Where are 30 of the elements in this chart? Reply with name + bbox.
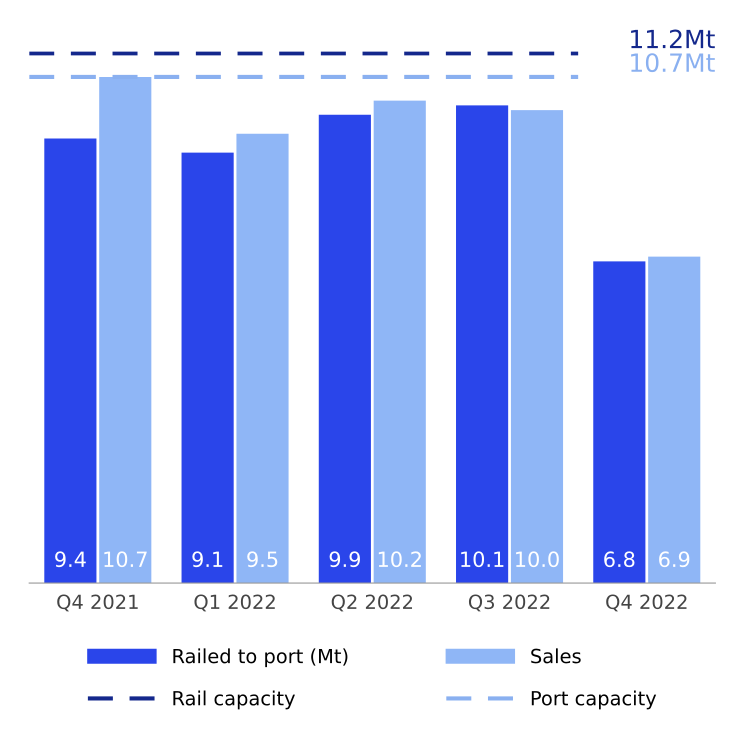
legend-label: Railed to port (Mt) [173, 648, 348, 668]
x-tick-label: Q4 2022 [606, 594, 687, 612]
x-tick-label: Q1 2022 [194, 594, 275, 612]
data-label: 6.9 [659, 551, 690, 568]
data-label: 10.1 [461, 551, 504, 568]
data-label: 10.2 [378, 551, 421, 568]
data-label: 9.1 [192, 551, 222, 568]
bar [510, 110, 564, 584]
bar [648, 256, 700, 584]
data-label: 6.8 [604, 551, 634, 568]
legend-label: Sales [531, 648, 581, 664]
bar [374, 100, 426, 584]
x-tick-label: Q2 2022 [332, 594, 412, 612]
bar [44, 138, 96, 584]
data-label: 9.9 [330, 551, 360, 568]
data-label: 10.0 [516, 551, 559, 568]
x-tick-label: Q4 2021 [57, 594, 138, 612]
text: 11.2Mt [631, 30, 715, 48]
data-label: 9.5 [247, 551, 278, 568]
bar [318, 114, 371, 584]
legend-label: Port capacity [532, 690, 656, 710]
x-tick-label: Q3 2022 [468, 594, 550, 612]
bar [593, 261, 646, 584]
bar [236, 134, 289, 584]
bar [182, 152, 234, 584]
data-label: 9.4 [55, 551, 86, 568]
data-label: 10.7 [104, 551, 147, 568]
bar [456, 105, 508, 584]
text: 10.7Mt [631, 53, 715, 72]
legend-label: Rail capacity [173, 690, 295, 710]
